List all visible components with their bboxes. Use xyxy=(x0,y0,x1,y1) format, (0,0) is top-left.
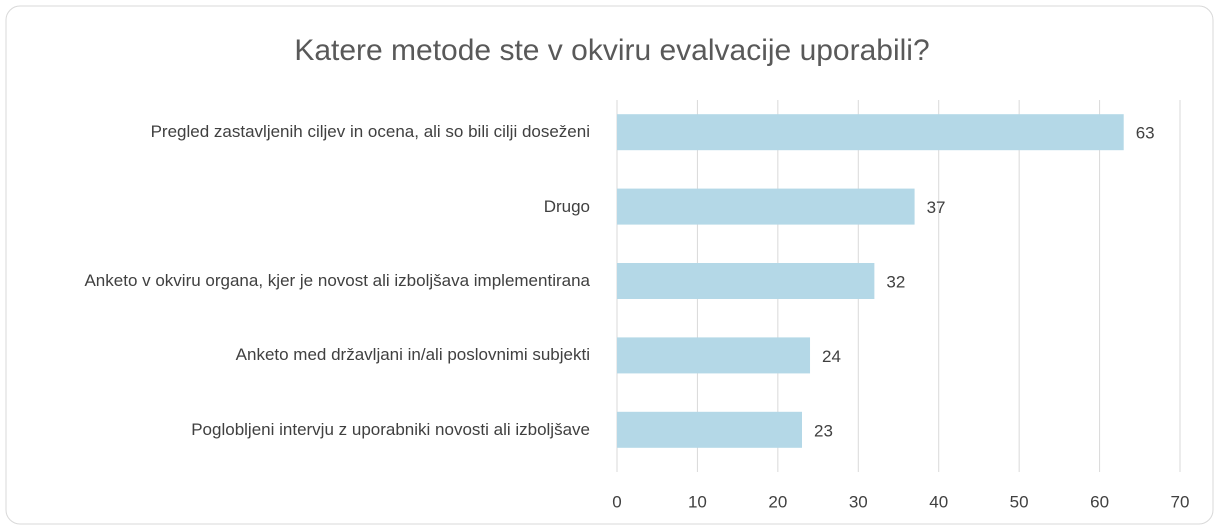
x-tick-label: 60 xyxy=(1090,492,1109,511)
x-tick-label: 30 xyxy=(849,492,868,511)
x-tick-label: 70 xyxy=(1171,492,1190,511)
chart-title: Katere metode ste v okviru evalvacije up… xyxy=(294,34,929,67)
bar xyxy=(617,188,915,225)
y-tick-label: Anketo v okviru organa, kjer je novost a… xyxy=(84,271,590,290)
category-label-box: Poglobljeni intervju z uporabniki novost… xyxy=(10,400,590,460)
value-label: 32 xyxy=(886,272,905,291)
x-tick-label: 40 xyxy=(929,492,948,511)
x-tick-label: 10 xyxy=(688,492,707,511)
value-label: 23 xyxy=(814,421,833,440)
x-tick-label: 20 xyxy=(768,492,787,511)
bar xyxy=(617,337,811,374)
bar xyxy=(617,114,1124,151)
x-tick-label: 50 xyxy=(1010,492,1029,511)
value-label: 37 xyxy=(927,198,946,217)
y-tick-label: Poglobljeni intervju z uporabniki novost… xyxy=(191,419,590,439)
y-tick-label: Pregled zastavljenih ciljev in ocena, al… xyxy=(150,122,590,142)
y-tick-label: Drugo xyxy=(543,196,590,216)
y-tick-label: Anketo med državljani in/ali poslovnimi … xyxy=(235,345,590,365)
value-label: 24 xyxy=(822,347,841,366)
x-tick-label: 0 xyxy=(612,492,621,511)
bar xyxy=(617,263,875,299)
category-label-box: Drugo xyxy=(10,177,590,237)
category-label-box: Anketo med državljani in/ali poslovnimi … xyxy=(10,325,590,385)
bar xyxy=(617,411,802,448)
category-label-box: Anketo v okviru organa, kjer je novost a… xyxy=(10,251,590,311)
value-label: 63 xyxy=(1136,124,1155,143)
category-label-box: Pregled zastavljenih ciljev in ocena, al… xyxy=(10,102,590,162)
